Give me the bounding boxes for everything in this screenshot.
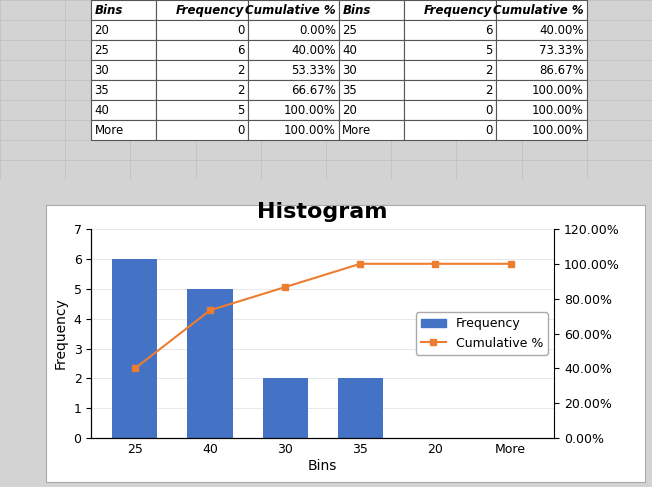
Bar: [248, 0, 339, 20]
Bar: [339, 0, 404, 20]
Text: 6: 6: [484, 23, 492, 37]
Text: 100.00%: 100.00%: [531, 104, 584, 116]
Bar: [91, 20, 156, 40]
Text: 5: 5: [237, 104, 244, 116]
Text: 5: 5: [485, 43, 492, 56]
Bar: [263, 378, 308, 438]
Bar: [248, 80, 339, 100]
Text: 100.00%: 100.00%: [531, 124, 584, 137]
Bar: [91, 80, 156, 100]
Bar: [496, 40, 587, 60]
Text: 66.67%: 66.67%: [291, 84, 336, 96]
Text: 40.00%: 40.00%: [539, 23, 584, 37]
Text: 40: 40: [95, 104, 110, 116]
Bar: [248, 60, 339, 80]
Bar: [91, 60, 156, 80]
Text: 30: 30: [342, 64, 357, 76]
Bar: [496, 120, 587, 140]
Text: 20: 20: [342, 104, 357, 116]
Text: More: More: [95, 124, 124, 137]
Bar: [404, 100, 496, 120]
Bar: [404, 0, 496, 20]
Bar: [248, 100, 339, 120]
Bar: [156, 40, 248, 60]
Text: 0: 0: [485, 104, 492, 116]
Bar: [496, 20, 587, 40]
Bar: [496, 80, 587, 100]
Text: 100.00%: 100.00%: [284, 104, 336, 116]
Bar: [248, 120, 339, 140]
Text: 73.33%: 73.33%: [539, 43, 584, 56]
Text: 100.00%: 100.00%: [284, 124, 336, 137]
Bar: [91, 40, 156, 60]
Bar: [496, 100, 587, 120]
Text: 100.00%: 100.00%: [531, 84, 584, 96]
Bar: [156, 120, 248, 140]
Text: 30: 30: [95, 64, 110, 76]
Bar: [112, 259, 157, 438]
Bar: [404, 80, 496, 100]
Bar: [156, 20, 248, 40]
Text: 0: 0: [237, 124, 244, 137]
Text: 20: 20: [95, 23, 110, 37]
Text: 2: 2: [237, 64, 244, 76]
Text: Bins: Bins: [342, 3, 371, 17]
Y-axis label: Frequency: Frequency: [54, 298, 68, 370]
Bar: [338, 378, 383, 438]
Text: 86.67%: 86.67%: [539, 64, 584, 76]
Text: 40.00%: 40.00%: [291, 43, 336, 56]
Bar: [339, 80, 404, 100]
Bar: [404, 20, 496, 40]
Text: Cumulative %: Cumulative %: [493, 3, 584, 17]
Text: 25: 25: [342, 23, 357, 37]
Bar: [156, 100, 248, 120]
Bar: [339, 100, 404, 120]
Bar: [339, 40, 404, 60]
Text: 25: 25: [95, 43, 110, 56]
Text: 6: 6: [237, 43, 244, 56]
Bar: [339, 120, 404, 140]
Bar: [404, 40, 496, 60]
Legend: Frequency, Cumulative %: Frequency, Cumulative %: [415, 313, 548, 355]
Bar: [91, 120, 156, 140]
Text: 2: 2: [237, 84, 244, 96]
Text: 0: 0: [485, 124, 492, 137]
Text: 2: 2: [484, 64, 492, 76]
Bar: [404, 120, 496, 140]
Bar: [339, 20, 404, 40]
Text: Cumulative %: Cumulative %: [245, 3, 336, 17]
Text: Frequency: Frequency: [424, 3, 492, 17]
Text: 40: 40: [342, 43, 357, 56]
Text: More: More: [342, 124, 372, 137]
Bar: [156, 0, 248, 20]
Text: 0.00%: 0.00%: [299, 23, 336, 37]
Bar: [496, 60, 587, 80]
Text: 35: 35: [342, 84, 357, 96]
Bar: [496, 0, 587, 20]
X-axis label: Bins: Bins: [308, 459, 338, 473]
Bar: [156, 60, 248, 80]
Bar: [91, 0, 156, 20]
Title: Histogram: Histogram: [258, 202, 388, 222]
Bar: [188, 289, 233, 438]
Text: Bins: Bins: [95, 3, 123, 17]
Bar: [339, 60, 404, 80]
Text: Frequency: Frequency: [176, 3, 244, 17]
Text: 0: 0: [237, 23, 244, 37]
Text: 2: 2: [484, 84, 492, 96]
Text: 35: 35: [95, 84, 110, 96]
Bar: [156, 80, 248, 100]
Bar: [404, 60, 496, 80]
Bar: [91, 100, 156, 120]
Bar: [248, 40, 339, 60]
Bar: [248, 20, 339, 40]
Text: 53.33%: 53.33%: [291, 64, 336, 76]
